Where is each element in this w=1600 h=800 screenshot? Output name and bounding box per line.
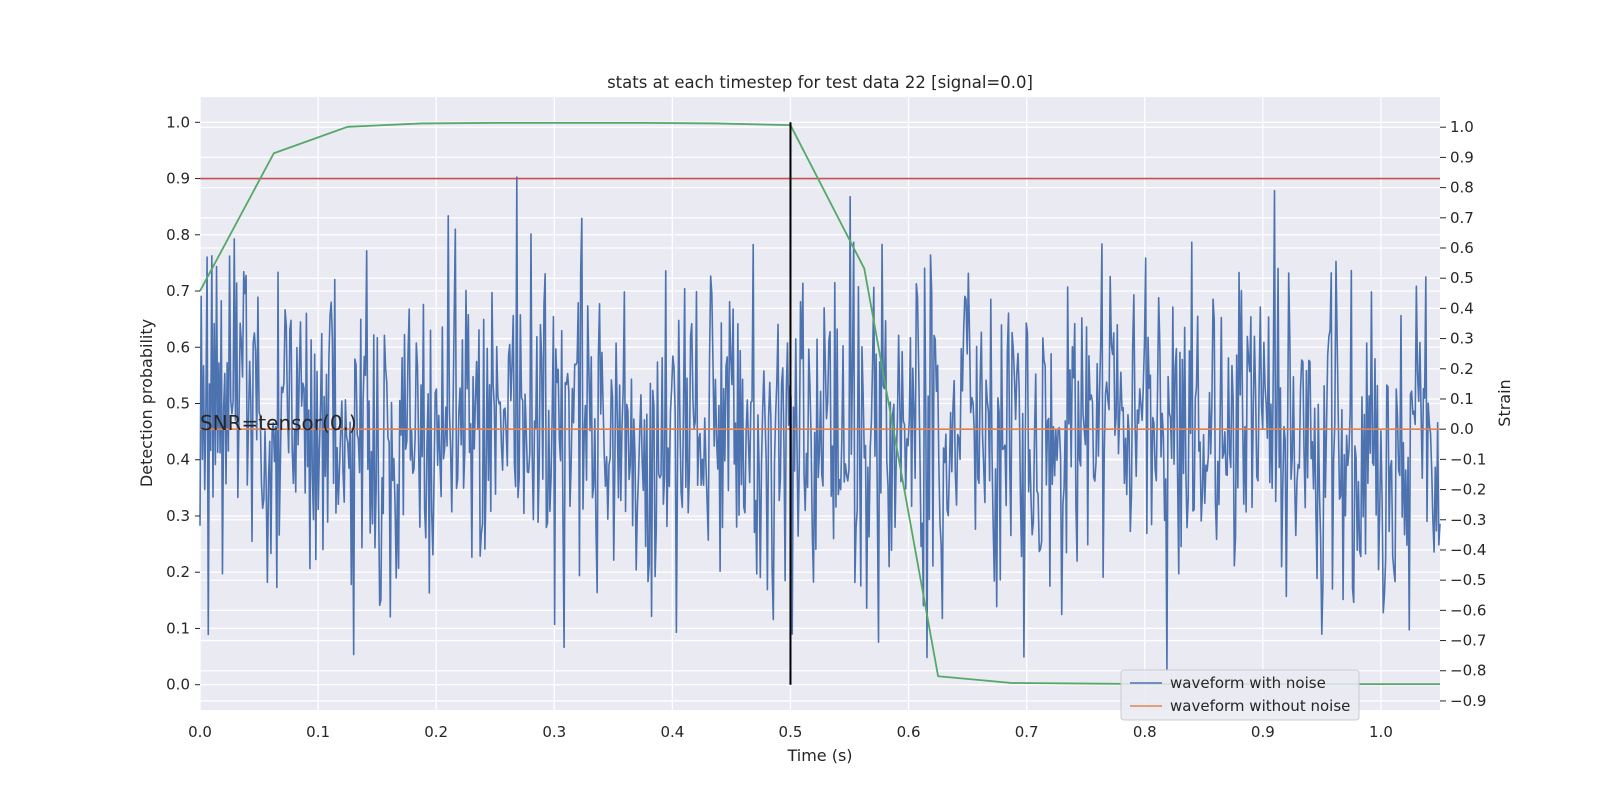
y-left-tick-label: 0.0 <box>166 676 190 694</box>
chart-title: stats at each timestep for test data 22 … <box>607 73 1033 92</box>
y-right-tick-label: 0.2 <box>1450 360 1474 378</box>
x-tick-label: 0.5 <box>779 723 803 741</box>
x-tick-label: 0.8 <box>1133 723 1157 741</box>
axes: 0.0 0.1 0.2 0.3 0.4 0.5 0.6 0.7 0.8 0.9 1.0 0.0 0.1 0… <box>166 113 1486 741</box>
y-right-tick-label: −0.7 <box>1450 632 1486 650</box>
y-axis-left-title: Detection probability <box>137 319 156 487</box>
y-right-tick-label: 0.0 <box>1450 420 1474 438</box>
legend-label-noisy: waveform with noise <box>1170 674 1326 692</box>
y-right-tick-label: −0.4 <box>1450 541 1486 559</box>
y-right-tick-label: 0.9 <box>1450 148 1474 166</box>
x-tick-label: 0.6 <box>897 723 921 741</box>
y-right-tick-label: −0.6 <box>1450 601 1486 619</box>
y-right-tick-label: −0.8 <box>1450 662 1486 680</box>
x-tick-label: 0.3 <box>542 723 566 741</box>
y-left-tick-label: 0.6 <box>166 338 190 356</box>
x-tick-label: 0.4 <box>660 723 684 741</box>
y-left-tick-label: 0.4 <box>166 451 190 469</box>
y-left-tick-label: 0.9 <box>166 170 190 188</box>
series-waveform-with-noise <box>199 176 1441 672</box>
y-right-tick-label: 0.7 <box>1450 209 1474 227</box>
y-axis-right-title: Strain <box>1495 379 1514 426</box>
legend-label-clean: waveform without noise <box>1170 697 1350 715</box>
x-tick-label: 0.0 <box>188 723 212 741</box>
legend: waveform with noise waveform without noi… <box>1120 669 1360 721</box>
series-layer <box>199 121 1441 686</box>
y-right-tick-label: 0.6 <box>1450 239 1474 257</box>
x-tick-label: 0.2 <box>424 723 448 741</box>
legend-box <box>1120 669 1360 721</box>
x-tick-label: 0.9 <box>1251 723 1275 741</box>
y-left-tick-label: 0.7 <box>166 282 190 300</box>
x-tick-label: 0.1 <box>306 723 330 741</box>
y-left-tick-label: 0.8 <box>166 226 190 244</box>
y-right-tick-label: −0.5 <box>1450 571 1486 589</box>
x-axis-title: Time (s) <box>786 746 852 765</box>
x-tick-label: 1.0 <box>1369 723 1393 741</box>
y-right-tick-label: −0.2 <box>1450 481 1486 499</box>
y-right-tick-label: 0.3 <box>1450 330 1474 348</box>
y-right-tick-label: −0.9 <box>1450 692 1486 710</box>
y-left-tick-label: 0.3 <box>166 507 190 525</box>
y-left-tick-label: 0.2 <box>166 563 190 581</box>
y-right-tick-label: 0.4 <box>1450 299 1474 317</box>
y-right-tick-label: 0.8 <box>1450 179 1474 197</box>
y-right-tick-label: 0.5 <box>1450 269 1474 287</box>
y-right-tick-label: 0.1 <box>1450 390 1474 408</box>
y-right-tick-label: −0.3 <box>1450 511 1486 529</box>
y-right-tick-label: −0.1 <box>1450 450 1486 468</box>
snr-annotation: SNR=tensor(0.) <box>200 411 357 435</box>
x-tick-label: 0.7 <box>1015 723 1039 741</box>
y-left-tick-label: 1.0 <box>166 113 190 131</box>
y-left-tick-label: 0.5 <box>166 395 190 413</box>
y-right-tick-label: 1.0 <box>1450 118 1474 136</box>
y-left-tick-label: 0.1 <box>166 619 190 637</box>
